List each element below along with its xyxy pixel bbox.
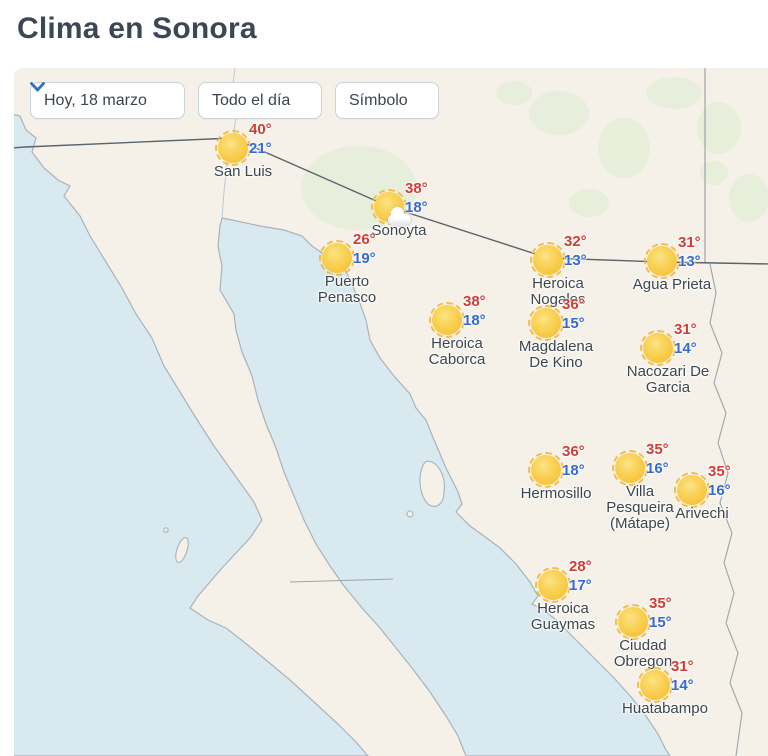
high-temp: 35° (649, 595, 672, 612)
low-temp: 13° (678, 253, 701, 270)
sun-icon (674, 472, 710, 508)
high-temp: 40° (249, 121, 272, 138)
city-label: Heroica Guaymas (530, 600, 596, 633)
sun-icon (429, 302, 465, 338)
high-temp: 32° (564, 233, 587, 250)
date-dropdown[interactable]: Hoy, 18 marzo (30, 82, 185, 119)
city-label: Puerto Penasco (317, 273, 377, 306)
sun-cloud-icon (371, 189, 411, 226)
sun-icon (644, 243, 680, 279)
page-title: Clima en Sonora (17, 12, 257, 45)
symbol-dropdown[interactable]: Símbolo (30, 82, 439, 119)
low-temp: 13° (564, 252, 587, 269)
city-label: Arivechi (675, 505, 729, 522)
city-label: Sonoyta (371, 222, 427, 239)
sun-icon (535, 567, 571, 603)
symbol-dropdown-label: Símbolo (349, 91, 408, 109)
low-temp: 16° (646, 460, 669, 477)
high-temp: 31° (671, 658, 694, 675)
weather-map: Hoy, 18 marzo Todo el día Símbolo (14, 68, 768, 756)
low-temp: 15° (649, 614, 672, 631)
high-temp: 28° (569, 558, 592, 575)
high-temp: 31° (678, 234, 701, 251)
city-label: San Luis (213, 163, 273, 180)
city-label: Huatabampo (622, 700, 708, 717)
header: Clima en Sonora (0, 0, 768, 68)
city-label: Heroica Caborca (428, 335, 486, 368)
high-temp: 35° (646, 441, 669, 458)
sun-icon (319, 240, 355, 276)
date-dropdown-label: Hoy, 18 marzo (44, 91, 147, 109)
high-temp: 31° (674, 321, 697, 338)
low-temp: 17° (569, 577, 592, 594)
city-label: Agua Prieta (632, 276, 712, 293)
low-temp: 14° (671, 677, 694, 694)
low-temp: 15° (562, 315, 585, 332)
sun-icon (528, 305, 564, 341)
time-range-dropdown-label: Todo el día (212, 91, 291, 109)
high-temp: 38° (463, 293, 486, 310)
cloud-icon (388, 207, 411, 226)
city-label: Ciudad Obregon (613, 637, 673, 670)
sun-icon (530, 242, 566, 278)
city-label: Heroica Nogales (530, 275, 586, 308)
high-temp: 26° (353, 231, 376, 248)
sun-icon (637, 667, 673, 703)
low-temp: 18° (405, 199, 428, 216)
low-temp: 14° (674, 340, 697, 357)
map-background (14, 68, 768, 756)
high-temp: 36° (562, 443, 585, 460)
city-label: Nacozari De Garcia (626, 363, 710, 396)
low-temp: 21° (249, 140, 272, 157)
sun-icon (528, 452, 564, 488)
high-temp: 36° (562, 296, 585, 313)
city-label: Hermosillo (520, 485, 592, 502)
low-temp: 18° (562, 462, 585, 479)
city-label: Villa Pesqueira (Mátape) (606, 483, 674, 532)
time-range-dropdown[interactable]: Todo el día (30, 82, 322, 119)
city-label: Magdalena De Kino (518, 338, 594, 371)
low-temp: 19° (353, 250, 376, 267)
high-temp: 35° (708, 463, 731, 480)
low-temp: 16° (708, 482, 731, 499)
sun-icon (640, 330, 676, 366)
low-temp: 18° (463, 312, 486, 329)
pacific-ocean (14, 113, 369, 756)
sun-icon (615, 604, 651, 640)
high-temp: 38° (405, 180, 428, 197)
sun-icon (215, 130, 251, 166)
filter-bar: Hoy, 18 marzo Todo el día Símbolo (30, 82, 439, 119)
sun-icon (612, 450, 648, 486)
